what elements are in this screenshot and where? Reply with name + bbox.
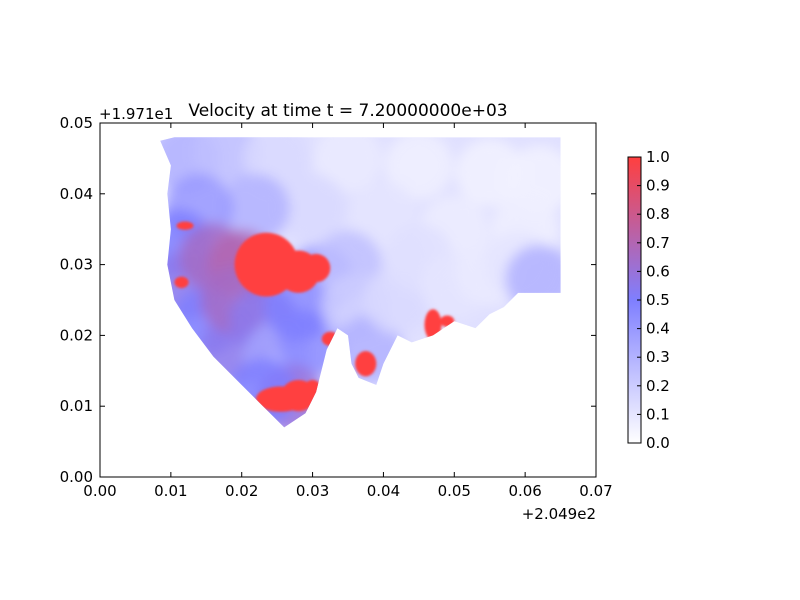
- colorbar-tick-label-4: 0.4: [646, 320, 670, 338]
- colorbar-tick-label-6: 0.6: [646, 262, 670, 280]
- colorbar-tick-label-9: 0.9: [646, 177, 670, 195]
- x-offset-label: +2.049e2: [522, 505, 596, 523]
- y-offset-label: +1.971e1: [99, 105, 173, 123]
- x-tick-label-7: 0.07: [579, 482, 612, 500]
- colorbar-tick-label-8: 0.8: [646, 205, 670, 223]
- colorbar-tick-label-2: 0.2: [646, 377, 670, 395]
- y-tick-label-3: 0.03: [60, 256, 93, 274]
- field-sample-5: [455, 138, 524, 207]
- high-velocity-region-10: [174, 276, 189, 288]
- colorbar-ticks: 0.0 0.1 0.2 0.3 0.4 0.5 0.6 0.7 0.8 0.9 1.0: [637, 148, 670, 452]
- x-axis: 0.00 0.01 0.02 0.03 0.04 0.05 0.06 0.07: [83, 123, 613, 500]
- colorbar-tick-label-3: 0.3: [646, 348, 670, 366]
- high-velocity-region-6: [355, 351, 377, 377]
- x-tick-label-4: 0.04: [367, 482, 400, 500]
- y-axis: 0.00 0.01 0.02 0.03 0.04 0.05: [60, 114, 596, 486]
- x-tick-label-5: 0.05: [438, 482, 471, 500]
- chart-title: Velocity at time t = 7.20000000e+03: [188, 101, 507, 121]
- x-tick-label-6: 0.06: [508, 482, 541, 500]
- x-tick-label-3: 0.03: [296, 482, 329, 500]
- y-tick-label-5: 0.05: [60, 114, 93, 132]
- field-sample-11: [221, 174, 290, 242]
- y-tick-label-4: 0.04: [60, 185, 93, 203]
- high-velocity-region-11: [176, 221, 194, 230]
- y-tick-label-1: 0.01: [60, 397, 93, 415]
- colorbar: 0.0 0.1 0.2 0.3 0.4 0.5 0.6 0.7 0.8 0.9 1.0: [627, 148, 670, 452]
- x-tick-label-1: 0.01: [154, 482, 187, 500]
- axes-frame: [99, 122, 597, 478]
- colorbar-tick-label-10: 1.0: [646, 148, 670, 166]
- y-tick-label-0: 0.00: [60, 468, 93, 486]
- colorbar-tick-label-0: 0.0: [646, 434, 670, 452]
- plot-area: [100, 123, 596, 477]
- field-sample-3: [314, 137, 382, 193]
- x-tick-label-2: 0.02: [225, 482, 258, 500]
- high-velocity-region-2: [301, 253, 331, 283]
- colorbar-tick-label-1: 0.1: [646, 405, 670, 423]
- field-sample-4: [384, 137, 453, 200]
- colorbar-tick-label-7: 0.7: [646, 234, 670, 252]
- colorbar-tick-label-5: 0.5: [646, 291, 670, 309]
- y-tick-label-2: 0.02: [60, 326, 93, 344]
- x-tick-label-0: 0.00: [83, 482, 116, 500]
- field-sample-10: [278, 174, 347, 242]
- field-sample-1: [193, 137, 262, 186]
